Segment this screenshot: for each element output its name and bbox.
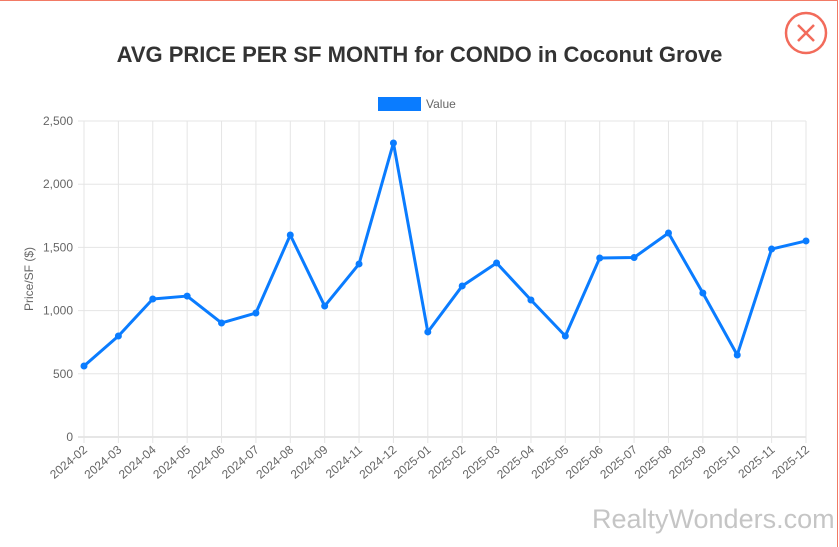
data-point (218, 319, 226, 327)
x-tick-label: 2024-05 (150, 442, 193, 481)
x-tick-label: 2024-08 (253, 442, 296, 481)
x-tick-label: 2025-05 (529, 442, 572, 481)
x-tick-label: 2025-06 (563, 442, 606, 481)
data-point (493, 259, 501, 267)
x-tick-label: 2024-03 (82, 442, 125, 481)
y-tick-label: 0 (66, 430, 73, 444)
x-tick-label: 2025-12 (769, 442, 812, 481)
data-point (596, 254, 604, 262)
y-tick-label: 2,500 (43, 114, 73, 128)
x-tick-label: 2025-07 (597, 442, 640, 481)
data-point (664, 229, 672, 237)
data-point (321, 302, 329, 310)
data-point (699, 289, 707, 297)
x-tick-label: 2025-01 (391, 442, 434, 481)
data-point (768, 245, 776, 253)
y-axis-label: Price/SF ($) (22, 247, 36, 311)
x-tick-label: 2025-09 (666, 442, 709, 481)
data-point (733, 351, 741, 359)
series-line (83, 141, 807, 368)
x-tick-label: 2025-08 (632, 442, 675, 481)
x-tick-label: 2024-02 (47, 442, 90, 481)
y-tick-label: 2,000 (43, 177, 73, 191)
x-tick-label: 2025-04 (494, 442, 537, 481)
data-point (527, 296, 535, 304)
x-tick-label: 2024-07 (219, 442, 262, 481)
x-tick-label: 2024-12 (357, 442, 400, 481)
data-point (286, 231, 294, 239)
data-point (561, 332, 569, 340)
data-point (458, 282, 466, 290)
x-tick-label: 2025-11 (735, 442, 777, 481)
data-point (149, 295, 157, 303)
data-point (114, 332, 122, 340)
data-point (424, 328, 432, 336)
legend-swatch (378, 97, 421, 111)
data-point (802, 237, 810, 245)
x-tick-label: 2024-09 (288, 442, 331, 481)
x-tick-label: 2024-11 (323, 442, 365, 481)
data-point (80, 362, 88, 370)
data-point (252, 309, 260, 317)
y-tick-label: 500 (53, 367, 73, 381)
chart-title: AVG PRICE PER SF MONTH for CONDO in Coco… (116, 42, 723, 67)
x-tick-label: 2025-10 (700, 442, 743, 481)
data-point (389, 139, 397, 147)
circle-x-icon[interactable] (784, 11, 828, 55)
watermark: RealtyWonders.com (592, 504, 835, 534)
data-point (355, 260, 363, 268)
x-tick-label: 2024-06 (185, 442, 228, 481)
x-tick-label: 2024-04 (116, 442, 159, 481)
x-tick-label: 2025-03 (460, 442, 503, 481)
y-tick-label: 1,000 (43, 304, 73, 318)
legend-label: Value (426, 97, 456, 111)
y-tick-label: 1,500 (43, 240, 73, 254)
data-point (183, 292, 191, 300)
data-point (630, 254, 638, 262)
x-tick-label: 2025-02 (425, 442, 468, 481)
